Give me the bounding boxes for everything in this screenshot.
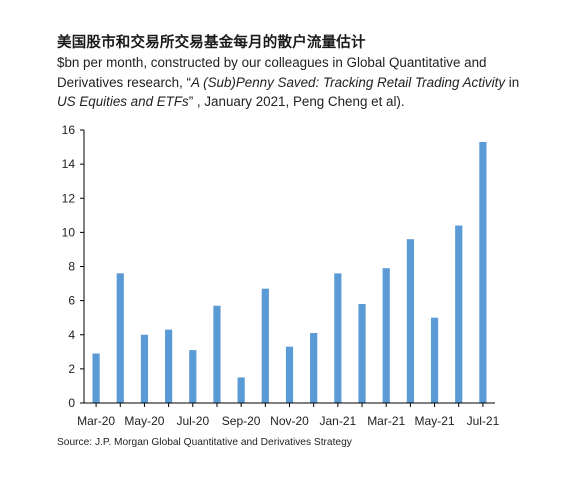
y-tick-label-6: 6 — [68, 294, 75, 308]
y-tick-label-0: 0 — [68, 396, 75, 410]
bar-oct-20 — [261, 288, 269, 403]
bar-feb-21 — [358, 304, 366, 403]
x-tick-label-may-20: May-20 — [124, 414, 164, 428]
subtitle-italic-2: US Equities and ETFs — [57, 94, 189, 109]
bar-apr-20 — [116, 273, 124, 403]
bar-may-20 — [140, 334, 149, 403]
y-tick-label-14: 14 — [62, 157, 76, 171]
bar-nov-20 — [285, 346, 294, 403]
x-tick-label-sep-20: Sep-20 — [222, 414, 261, 428]
x-tick-label-mar-21: Mar-21 — [367, 414, 405, 428]
bar-mar-21 — [382, 268, 390, 403]
x-tick-label-mar-20: Mar-20 — [77, 414, 115, 428]
subtitle-text-2: in — [505, 74, 520, 90]
y-tick-label-8: 8 — [68, 260, 75, 274]
bar-sep-20 — [237, 377, 245, 403]
x-tick-label-jan-21: Jan-21 — [320, 414, 357, 428]
y-tick-label-16: 16 — [62, 123, 76, 137]
y-tick-label-12: 12 — [62, 191, 76, 205]
x-tick-label-may-21: May-21 — [415, 414, 455, 428]
bar-jul-20 — [189, 350, 197, 403]
y-tick-label-2: 2 — [68, 362, 75, 376]
bar-mar-20 — [92, 353, 100, 403]
bar-jun-20 — [165, 329, 173, 403]
x-tick-label-jul-20: Jul-20 — [176, 414, 209, 428]
y-tick-label-4: 4 — [68, 328, 75, 342]
bar-may-21 — [430, 317, 439, 403]
x-tick-label-nov-20: Nov-20 — [270, 414, 309, 428]
bar-dec-20 — [310, 333, 318, 403]
chart-title: 美国股市和交易所交易基金每月的散户流量估计 — [57, 35, 366, 51]
subtitle-text-1: $bn per month, constructed by our collea… — [57, 55, 487, 90]
bar-jun-21 — [455, 225, 463, 403]
subtitle-text-3: ” , January 2021, Peng Cheng et al). — [188, 94, 405, 109]
bar-jan-21 — [334, 273, 342, 403]
x-tick-label-jul-21: Jul-21 — [467, 414, 500, 428]
chart-subtitle: $bn per month, constructed by our collea… — [57, 53, 527, 112]
subtitle-italic-1: A (Sub)Penny Saved: Tracking Retail Trad… — [190, 74, 506, 90]
source-note: Source: J.P. Morgan Global Quantitative … — [57, 437, 352, 448]
y-tick-label-10: 10 — [62, 225, 76, 239]
bar-aug-20 — [213, 305, 221, 403]
bar-jul-21 — [479, 141, 487, 403]
bar-apr-21 — [406, 239, 414, 403]
